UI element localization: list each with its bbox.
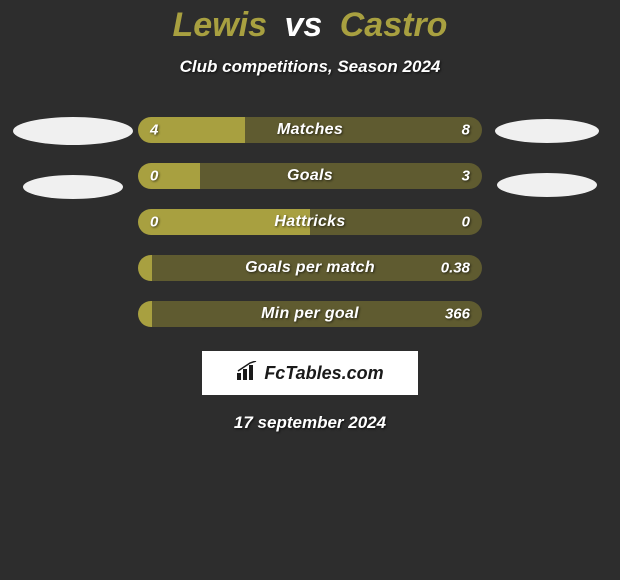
date-label: 17 september 2024 xyxy=(234,413,386,433)
subtitle: Club competitions, Season 2024 xyxy=(180,57,441,77)
stat-label: Min per goal xyxy=(261,305,359,323)
stat-value-right: 8 xyxy=(462,122,470,139)
stat-value-right: 3 xyxy=(462,168,470,185)
stat-label: Hattricks xyxy=(274,213,345,231)
stat-label: Goals xyxy=(287,167,333,185)
stat-label: Matches xyxy=(277,121,343,139)
stat-row: Goals 0 3 xyxy=(138,163,482,189)
bar-left-segment xyxy=(138,255,152,281)
decorative-ellipse xyxy=(495,119,599,143)
brand-box: FcTables.com xyxy=(202,351,418,395)
stat-row: Goals per match 0.38 xyxy=(138,255,482,281)
stat-value-right: 366 xyxy=(445,306,470,323)
stat-value-right: 0 xyxy=(462,214,470,231)
bar-left-segment xyxy=(138,163,200,189)
stat-label: Goals per match xyxy=(245,259,375,277)
bar-right-segment xyxy=(200,163,482,189)
stat-value-left: 4 xyxy=(150,122,158,139)
vs-separator: vs xyxy=(284,6,322,44)
page-title: Lewis vs Castro xyxy=(173,6,448,45)
stat-value-left: 0 xyxy=(150,214,158,231)
stat-row: Hattricks 0 0 xyxy=(138,209,482,235)
decorative-ellipse xyxy=(23,175,123,199)
chart-area: Matches 4 8 Goals 0 3 Hattricks 0 0 Goals per mat… xyxy=(0,117,620,327)
decorative-ellipse xyxy=(497,173,597,197)
player1-name: Lewis xyxy=(173,6,267,44)
chart-icon xyxy=(236,361,260,386)
brand-text: FcTables.com xyxy=(264,363,383,384)
right-decoration-column xyxy=(482,117,612,197)
stat-value-right: 0.38 xyxy=(441,260,470,277)
stat-value-left: 0 xyxy=(150,168,158,185)
player2-name: Castro xyxy=(340,6,448,44)
decorative-ellipse xyxy=(13,117,133,145)
bar-left-segment xyxy=(138,301,152,327)
brand-content: FcTables.com xyxy=(236,361,383,386)
comparison-infographic: Lewis vs Castro Club competitions, Seaso… xyxy=(0,0,620,580)
left-decoration-column xyxy=(8,117,138,199)
stat-bars-column: Matches 4 8 Goals 0 3 Hattricks 0 0 Goals per mat… xyxy=(138,117,482,327)
stat-row: Min per goal 366 xyxy=(138,301,482,327)
stat-row: Matches 4 8 xyxy=(138,117,482,143)
